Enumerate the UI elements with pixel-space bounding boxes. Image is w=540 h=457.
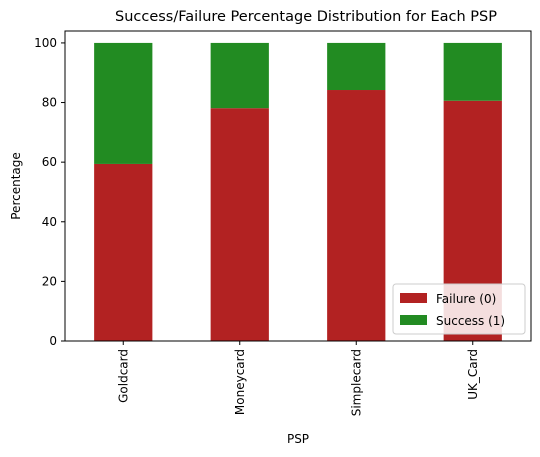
legend: Failure (0) Success (1): [392, 283, 526, 335]
legend-swatch-success: [400, 315, 427, 325]
bars-group: [94, 42, 502, 342]
y-tick-label: 60: [42, 155, 57, 169]
legend-swatch-failure: [400, 293, 427, 303]
x-tick-label: UK_Card: [466, 349, 480, 400]
bar-goldcard-failure: [94, 163, 153, 341]
bar-simplecard-failure: [327, 90, 386, 342]
chart-title: Success/Failure Percentage Distribution …: [115, 9, 497, 25]
plot-frame: [64, 30, 532, 342]
x-axis: Goldcard Moneycard Simplecard UK_Card: [116, 341, 480, 416]
bar-moneycard-failure: [210, 108, 269, 341]
x-tick-label: Goldcard: [116, 349, 130, 403]
x-tick-label: Moneycard: [233, 349, 247, 415]
y-axis: 0 20 40 60 80 100: [34, 36, 65, 348]
x-tick-label: Simplecard: [349, 349, 363, 416]
x-axis-label: PSP: [287, 432, 309, 446]
bar-simplecard-success: [327, 42, 386, 91]
y-tick-label: 40: [42, 215, 57, 229]
legend-label-success: Success (1): [436, 314, 505, 328]
y-axis-label: Percentage: [9, 152, 23, 220]
legend-label-failure: Failure (0): [436, 292, 496, 306]
y-tick-label: 0: [49, 334, 57, 348]
y-tick-label: 100: [34, 36, 57, 50]
y-tick-label: 80: [42, 96, 57, 110]
bar-goldcard-success: [94, 42, 153, 164]
y-tick-label: 20: [42, 274, 57, 288]
bar-moneycard-success: [210, 42, 269, 109]
bar-uk-card-success: [443, 42, 502, 101]
